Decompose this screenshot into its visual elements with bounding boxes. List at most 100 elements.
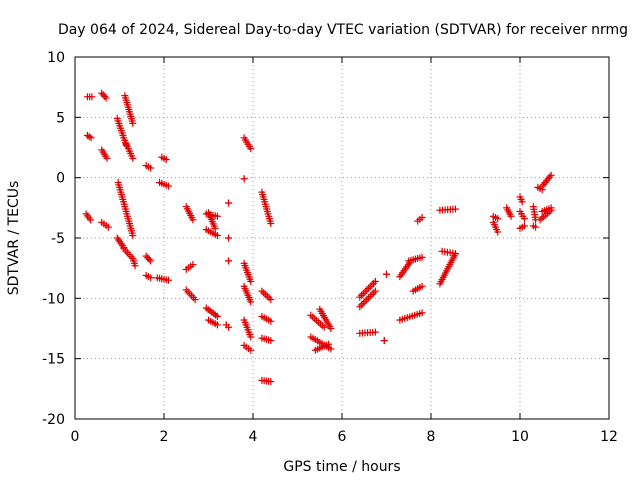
x-tick-label: 8 xyxy=(427,429,436,445)
data-point xyxy=(142,252,150,260)
y-tick-label: -15 xyxy=(42,352,65,368)
data-point xyxy=(418,253,426,261)
data-point xyxy=(520,215,528,223)
data-point xyxy=(225,323,233,331)
axis-ticks: 0 2 4 6 8 10 12 -20 -15 -10 -5 0 5 10 xyxy=(42,50,618,445)
data-point xyxy=(418,309,426,317)
data-point xyxy=(211,224,219,232)
data-point xyxy=(364,294,372,302)
data-point xyxy=(263,292,271,300)
data-point xyxy=(258,287,266,295)
data-point xyxy=(129,232,137,240)
data-point xyxy=(356,303,364,311)
data-point xyxy=(213,321,221,329)
data-point xyxy=(325,340,333,348)
data-point xyxy=(371,277,379,285)
data-point xyxy=(87,134,95,142)
data-point xyxy=(162,156,170,164)
x-tick-label: 12 xyxy=(600,429,618,445)
data-point xyxy=(507,212,515,220)
data-point xyxy=(225,257,233,265)
data-point xyxy=(225,234,233,242)
y-tick-label: 0 xyxy=(56,171,65,187)
data-point xyxy=(260,289,268,297)
data-point xyxy=(213,212,221,220)
data-point xyxy=(104,223,112,231)
data-point xyxy=(225,199,233,207)
data-point xyxy=(103,154,111,162)
data-point xyxy=(145,255,153,263)
data-point xyxy=(267,220,275,228)
data-point xyxy=(320,323,328,331)
data-point xyxy=(359,299,367,307)
data-point xyxy=(98,89,106,97)
data-point xyxy=(451,250,459,258)
data-point xyxy=(494,228,502,236)
data-point xyxy=(358,301,366,309)
data-point xyxy=(327,345,335,353)
data-point xyxy=(494,215,502,223)
data-point xyxy=(370,279,378,287)
data-point xyxy=(359,290,367,298)
chart-title: Day 064 of 2024, Sidereal Day-to-day VTE… xyxy=(58,22,628,38)
data-point xyxy=(267,337,275,345)
data-point xyxy=(99,91,107,99)
data-point xyxy=(356,293,364,301)
data-point xyxy=(451,205,459,213)
data-point xyxy=(383,270,390,278)
data-point xyxy=(371,287,379,295)
data-point xyxy=(147,164,155,172)
data-point xyxy=(380,337,388,345)
x-tick-label: 2 xyxy=(160,429,169,445)
data-point xyxy=(247,277,255,285)
data-point xyxy=(368,291,376,299)
data-point xyxy=(87,216,95,224)
data-point xyxy=(267,317,275,325)
data-point xyxy=(538,186,546,194)
data-point xyxy=(418,282,426,290)
data-point xyxy=(547,171,555,179)
data-point xyxy=(370,289,378,297)
data-point xyxy=(265,294,273,302)
y-tick-label: -5 xyxy=(51,231,65,247)
data-point xyxy=(129,154,137,162)
data-point xyxy=(363,286,371,294)
data-point xyxy=(532,223,540,231)
data-point xyxy=(363,296,371,304)
data-point xyxy=(101,92,109,100)
data-point xyxy=(189,261,197,269)
data-point xyxy=(85,133,93,141)
data-point xyxy=(131,262,139,270)
data-points xyxy=(82,89,555,386)
data-point xyxy=(361,288,369,296)
data-point xyxy=(147,274,155,282)
data-point xyxy=(213,232,221,240)
x-axis-label: GPS time / hours xyxy=(283,459,400,475)
data-point xyxy=(366,283,374,291)
data-point xyxy=(547,204,555,212)
data-point xyxy=(518,198,526,206)
x-tick-label: 4 xyxy=(249,429,258,445)
data-point xyxy=(261,290,269,298)
data-point xyxy=(88,93,96,101)
data-point xyxy=(368,281,376,289)
x-tick-label: 0 xyxy=(71,429,80,445)
data-point xyxy=(247,145,255,153)
x-tick-label: 10 xyxy=(511,429,529,445)
data-point xyxy=(191,296,199,304)
data-point xyxy=(164,182,172,190)
data-point xyxy=(144,254,152,262)
data-point xyxy=(164,276,172,284)
data-point xyxy=(267,296,275,304)
data-point xyxy=(247,298,255,306)
data-point xyxy=(364,284,372,292)
data-point xyxy=(102,94,110,102)
data-point xyxy=(247,346,255,354)
data-point xyxy=(247,333,255,341)
y-tick-label: 10 xyxy=(47,50,65,66)
data-point xyxy=(267,378,275,386)
data-point xyxy=(371,328,379,336)
data-point xyxy=(418,213,426,221)
data-point xyxy=(520,222,528,230)
